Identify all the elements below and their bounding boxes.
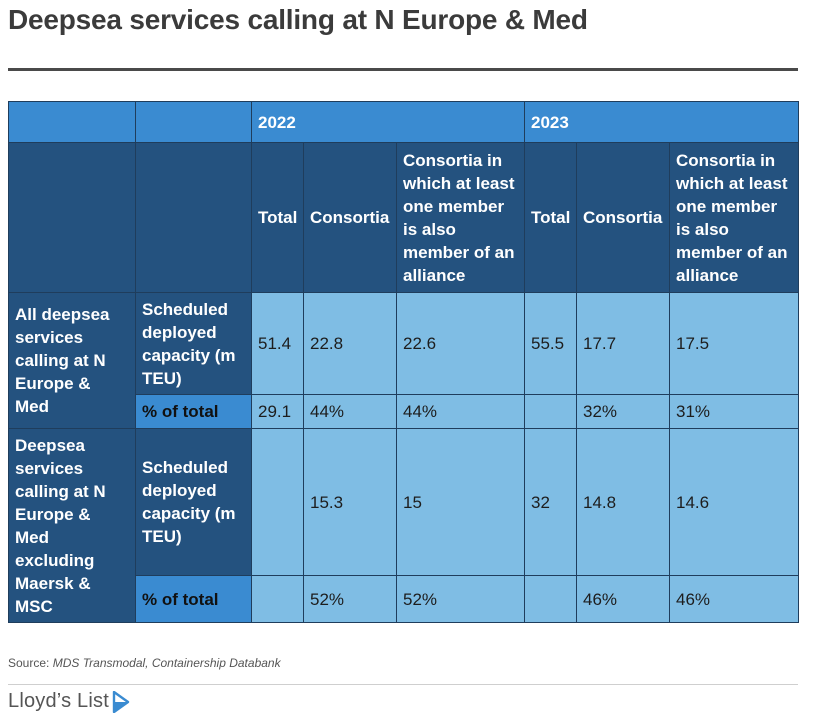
- value-cell: 55.5: [524, 292, 578, 395]
- brand-logo: Lloyd’s List: [8, 690, 130, 713]
- column-header-alliance: Consortia in which at least one member i…: [395, 142, 526, 293]
- value-cell: 14.8: [576, 428, 671, 576]
- value-cell: 51.4: [251, 292, 304, 395]
- header-blank-cell: [135, 142, 252, 293]
- brand-name: Lloyd’s List: [8, 690, 109, 712]
- value-cell: 46%: [669, 575, 800, 623]
- title-divider: [8, 68, 798, 71]
- footer-divider: [8, 684, 798, 685]
- source-text: MDS Transmodal, Containership Databank: [52, 656, 281, 670]
- value-cell: 52%: [395, 575, 526, 623]
- metric-label: Scheduled deployed capacity (m TEU): [135, 292, 252, 395]
- header-blank-cell: [135, 101, 252, 143]
- metric-label: % of total: [135, 575, 252, 623]
- source-prefix: Source:: [8, 656, 53, 670]
- value-cell: 31%: [669, 394, 800, 429]
- table-row: Deepsea services calling at N Europe & M…: [8, 428, 800, 623]
- metric-label: % of total: [135, 394, 252, 429]
- year-header-2023: 2023: [524, 101, 800, 143]
- metric-label: Scheduled deployed capacity (m TEU): [135, 428, 252, 576]
- value-cell: 46%: [576, 575, 671, 623]
- value-cell: [524, 575, 578, 623]
- value-cell: 17.7: [576, 292, 671, 395]
- column-header-consortia: Consortia: [303, 142, 397, 293]
- data-table: 2022 2023 Total Consortia Consortia in w…: [8, 101, 800, 623]
- play-arrow-icon: [112, 690, 130, 713]
- header-column-row: Total Consortia Consortia in which at le…: [8, 142, 800, 293]
- value-cell: 32: [524, 428, 578, 576]
- group-label: Deepsea services calling at N Europe & M…: [8, 428, 136, 623]
- value-cell: [251, 428, 304, 576]
- table-row: % of total 29.1 44% 44% 32% 31%: [9, 394, 800, 429]
- table-row: All deepsea services calling at N Europe…: [8, 292, 800, 429]
- group-label: All deepsea services calling at N Europe…: [8, 292, 136, 429]
- column-header-total: Total: [524, 142, 578, 293]
- value-cell: 32%: [576, 394, 671, 429]
- header-blank-cell: [8, 142, 136, 293]
- value-cell: [524, 394, 578, 429]
- table-row: % of total 52% 52% 46% 46%: [9, 575, 800, 623]
- column-header-total: Total: [251, 142, 304, 293]
- source-note: Source: MDS Transmodal, Containership Da…: [8, 656, 281, 670]
- header-year-row: 2022 2023: [8, 101, 800, 143]
- value-cell: 15: [395, 428, 526, 576]
- value-cell: 44%: [303, 394, 397, 429]
- year-header-2022: 2022: [250, 101, 526, 143]
- value-cell: 52%: [303, 575, 397, 623]
- column-header-consortia: Consortia: [576, 142, 671, 293]
- value-cell: 14.6: [669, 428, 800, 576]
- value-cell: 22.6: [395, 292, 526, 395]
- value-cell: 15.3: [303, 428, 397, 576]
- column-header-alliance: Consortia in which at least one member i…: [669, 142, 800, 293]
- value-cell: [251, 575, 304, 623]
- page-title: Deepsea services calling at N Europe & M…: [8, 4, 588, 35]
- value-cell: 44%: [395, 394, 526, 429]
- header-blank-cell: [8, 101, 136, 143]
- value-cell: 29.1: [251, 394, 304, 429]
- value-cell: 22.8: [303, 292, 397, 395]
- value-cell: 17.5: [669, 292, 800, 395]
